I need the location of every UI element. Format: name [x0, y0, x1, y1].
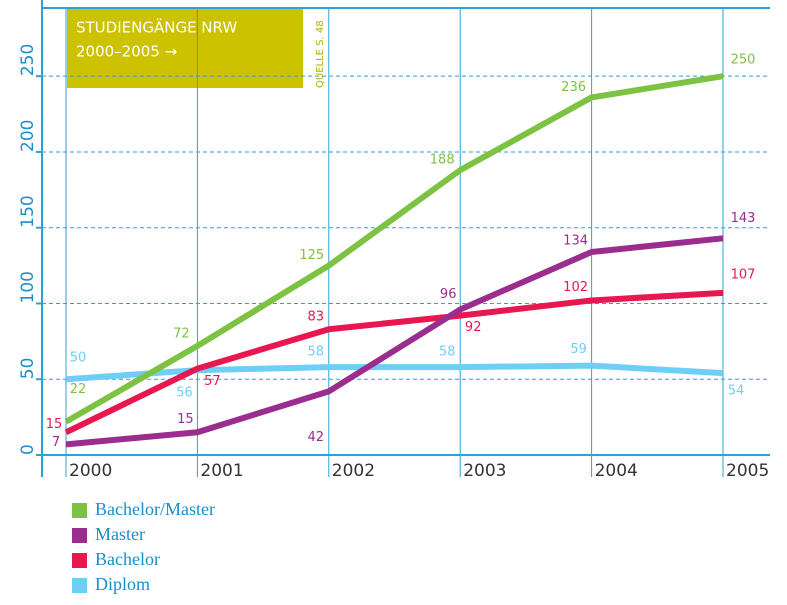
data-label: 50 — [70, 351, 87, 366]
data-label: 236 — [561, 80, 586, 95]
data-label: 188 — [430, 153, 455, 168]
y-tick-label: 0 — [18, 444, 38, 455]
legend-label: Bachelor — [95, 549, 160, 569]
x-tick-label: 2002 — [332, 461, 375, 481]
data-label: 134 — [563, 233, 588, 248]
y-tick-label: 50 — [18, 358, 38, 380]
data-label: 22 — [70, 382, 87, 397]
data-label: 107 — [731, 267, 756, 282]
chart-title: STUDIENGÄNGE NRW — [76, 18, 237, 37]
title-box — [67, 8, 303, 88]
data-label: 102 — [563, 280, 588, 295]
data-label: 56 — [176, 386, 193, 401]
data-label: 15 — [46, 417, 63, 432]
legend-swatch — [72, 528, 87, 543]
series-line — [65, 235, 724, 448]
legend-swatch — [72, 553, 87, 568]
x-tick-label: 2003 — [463, 461, 506, 481]
y-tick-label: 100 — [18, 271, 38, 303]
data-label: 42 — [308, 430, 325, 445]
x-tick-label: 2005 — [726, 461, 769, 481]
legend-label: Bachelor/Master — [95, 499, 215, 519]
x-tick-label: 2001 — [200, 461, 243, 481]
chart-subtitle: 2000–2005 → — [76, 43, 177, 61]
series-line — [65, 362, 724, 383]
y-tick-label: 150 — [18, 195, 38, 227]
data-label: 54 — [728, 384, 745, 399]
source-note: QUELLE S. 48 — [315, 20, 326, 88]
data-label: 15 — [177, 412, 194, 427]
data-label: 96 — [440, 287, 457, 302]
series-line — [64, 73, 724, 425]
x-tick-label: 2000 — [69, 461, 112, 481]
x-tick-label: 2004 — [595, 461, 638, 481]
legend-label: Master — [95, 524, 145, 544]
data-label: 59 — [570, 342, 587, 357]
data-label: 92 — [465, 320, 482, 335]
data-label: 58 — [439, 345, 456, 360]
legend-swatch — [72, 503, 87, 518]
data-label: 72 — [173, 326, 190, 341]
data-label: 250 — [731, 53, 756, 68]
y-tick-label: 250 — [18, 44, 38, 76]
y-tick-label: 200 — [18, 119, 38, 151]
data-label: 7 — [52, 435, 60, 450]
legend-swatch — [72, 578, 87, 593]
data-label: 143 — [731, 211, 756, 226]
data-label: 58 — [308, 345, 325, 360]
series-line — [64, 289, 724, 435]
data-label: 57 — [204, 374, 221, 389]
data-label: 125 — [299, 248, 324, 263]
data-label: 83 — [308, 310, 325, 325]
legend-label: Diplom — [95, 574, 150, 594]
